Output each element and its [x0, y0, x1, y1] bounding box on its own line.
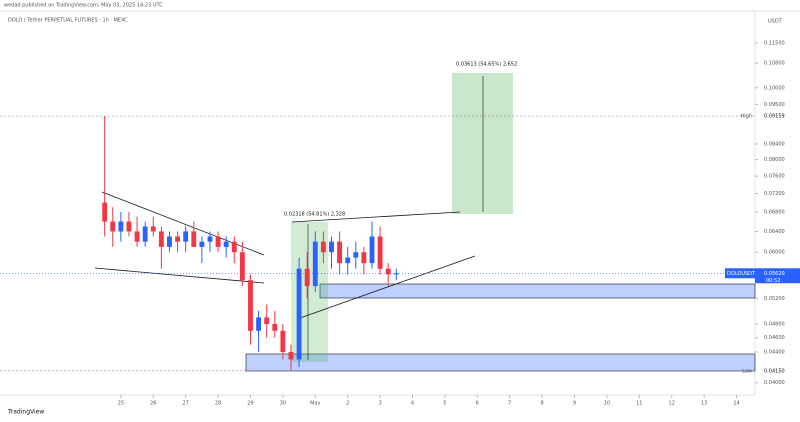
candle-body	[134, 231, 140, 242]
candle-body	[264, 317, 270, 325]
y-tick-label: 0.10800	[764, 61, 785, 67]
candle-body	[239, 252, 245, 281]
candle-body	[337, 241, 343, 264]
candle-body	[167, 236, 172, 247]
support-zone	[319, 283, 756, 299]
candle-body	[272, 324, 278, 331]
y-tick-label: 0.04400	[764, 350, 785, 356]
candle-body	[361, 252, 367, 264]
target-box	[452, 73, 513, 214]
candle-body	[353, 252, 359, 258]
candle-body	[231, 241, 237, 253]
x-tick-label: 29	[247, 401, 253, 407]
candle-body	[256, 317, 262, 331]
candle-body	[320, 241, 326, 253]
candle-body	[191, 231, 197, 247]
x-tick-label: 27	[182, 401, 188, 407]
y-tick-label: 0.06400	[764, 229, 785, 235]
price-tag	[755, 268, 800, 284]
candle-body	[393, 273, 399, 275]
x-tick-label: 13	[701, 401, 707, 407]
chart-title: DOLO / Tether PERPETUAL FUTURES · 1h · M…	[8, 18, 128, 24]
trend-line	[299, 255, 476, 319]
candle-body	[248, 280, 253, 331]
candle-body	[280, 330, 286, 353]
x-tick-label: 10	[604, 401, 610, 407]
y-tick-label: 0.04600	[764, 335, 785, 341]
countdown: 00:52	[766, 278, 780, 284]
candle-body	[183, 231, 189, 242]
x-tick-label: 28	[215, 401, 221, 407]
annotation: 0.03613 (54.65%) 2,652	[456, 62, 517, 68]
level-label: 0.09159	[764, 114, 785, 120]
candle-body	[329, 241, 334, 253]
candle-body	[126, 221, 132, 232]
level-name: Low	[742, 368, 752, 374]
candle-body	[150, 226, 156, 232]
x-tick-label: 6	[476, 401, 479, 407]
trend-line	[94, 267, 265, 284]
trend-line	[291, 211, 461, 223]
currency: USDT	[768, 19, 783, 25]
x-tick-label: 4	[411, 401, 414, 407]
y-tick-label: 0.08400	[764, 141, 785, 147]
symbol-tag	[725, 268, 755, 279]
candle-body	[369, 236, 375, 264]
x-tick-label: 25	[118, 401, 124, 407]
y-tick-label: 0.08000	[764, 157, 785, 163]
candle-body	[142, 226, 148, 242]
candle-body	[296, 268, 302, 360]
y-tick-label: 0.10000	[764, 85, 785, 91]
candle-body	[102, 202, 108, 222]
candle-body	[345, 257, 351, 264]
candle-body	[215, 236, 221, 247]
candle-body	[118, 221, 124, 232]
candle-body	[175, 236, 181, 242]
header: wedad published on TradingView.com, May …	[4, 3, 163, 9]
price-label: 0.05620	[764, 271, 785, 277]
x-tick-label: 11	[636, 401, 642, 407]
candle-body	[110, 221, 116, 232]
x-tick-label: 2	[346, 401, 349, 407]
footer: TradingView	[7, 409, 44, 416]
x-tick-label: 3	[378, 401, 381, 407]
y-tick-label: 0.05200	[764, 296, 785, 302]
x-tick-label: May	[310, 401, 320, 407]
y-tick-label: 0.07200	[764, 191, 785, 197]
candle-body	[304, 268, 310, 287]
candle-body	[385, 268, 391, 275]
x-tick-label: 9	[573, 401, 576, 407]
x-tick-label: 26	[150, 401, 156, 407]
candle-body	[377, 236, 383, 269]
x-tick-label: 12	[669, 401, 675, 407]
y-tick-label: 0.04800	[764, 322, 785, 328]
level-label: 0.04150	[764, 368, 785, 374]
level-name: High	[741, 114, 753, 120]
y-tick-label: 0.04000	[764, 380, 785, 386]
x-tick-label: 8	[541, 401, 544, 407]
y-tick-label: 0.06800	[764, 209, 785, 215]
y-tick-label: 0.07600	[764, 174, 785, 180]
candle-body	[207, 236, 213, 242]
x-tick-label: 5	[443, 401, 446, 407]
trend-line	[101, 191, 265, 256]
y-tick-label: 0.06000	[764, 250, 785, 256]
x-tick-label: 7	[508, 401, 511, 407]
candle-body	[199, 241, 205, 247]
candle-body	[288, 352, 294, 360]
symbol-label: DOLOUSDT.P	[727, 271, 759, 277]
y-tick-label: 0.09500	[764, 102, 785, 108]
candle-body	[223, 241, 229, 247]
y-tick-label: 0.11500	[764, 40, 785, 46]
annotation: 0.02318 (54.81%) 2,328	[284, 212, 345, 218]
x-tick-label: 30	[280, 401, 286, 407]
candle-body	[158, 231, 164, 247]
candle-body	[312, 241, 318, 287]
x-tick-label: 14	[733, 401, 739, 407]
